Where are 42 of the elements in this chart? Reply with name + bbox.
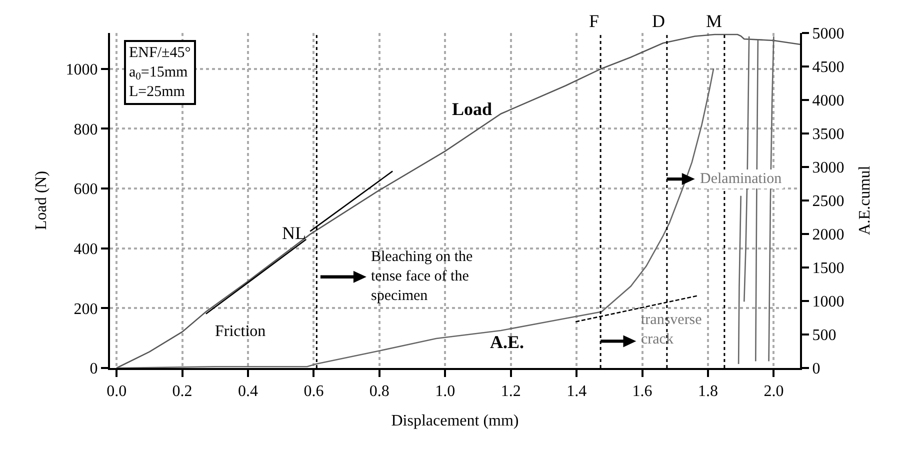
y-tick-label: 400 [74,240,98,258]
annotation: Friction [215,323,266,340]
y2-tick-label: 3000 [812,160,844,177]
ref-line-label: F [589,11,600,31]
y2-tick-label: 1500 [812,260,844,278]
ref-line-label: M [706,11,722,31]
y2-tick-label: 4000 [812,92,844,110]
x-tick-label: 1.0 [435,383,456,400]
y2-tick-label: 1000 [812,294,844,311]
x-axis-title: Displacement (mm) [391,412,519,430]
y2-tick-label: 500 [812,327,836,344]
annotation: Load [452,99,492,119]
annotation: transverse crack [641,312,702,348]
annotation: Bleaching on the tense face of the specimen [371,249,473,304]
y2-tick-label: 5000 [812,26,844,43]
annotation: NL [282,223,306,243]
y-tick-label: 800 [74,121,98,138]
x-tick-label: 0.2 [172,383,192,400]
annotation: A.E. [490,332,524,352]
x-tick-label: 1.8 [698,383,718,400]
x-tick-label: 0.6 [304,383,324,400]
ref-line-label: D [652,11,665,31]
y-axis-title: Load (N) [33,170,50,230]
x-tick-label: 1.2 [500,383,521,400]
annotation: ENF/±45° a$_{0}$=15mm L=25mm [129,45,191,100]
y-tick-label: 600 [74,181,98,198]
x-tick-label: 1.6 [632,383,652,400]
x-tick-label: 0.0 [106,383,127,400]
y2-tick-label: 0 [812,360,820,378]
y-tick-label: 1000 [66,61,98,78]
x-tick-label: 1.4 [566,383,587,400]
y2-axis-title: A.E.cumul [856,165,874,236]
x-tick-label: 2.0 [764,383,784,400]
y2-tick-label: 4500 [812,59,844,76]
y2-tick-label: 2500 [812,193,844,210]
y2-tick-label: 3500 [812,126,844,144]
y2-tick-label: 2000 [812,226,844,244]
y-tick-label: 0 [90,360,98,378]
x-tick-label: 0.4 [238,383,258,400]
annotation: Delamination [700,171,782,187]
y-tick-label: 200 [74,300,98,318]
x-tick-label: 0.8 [369,383,390,400]
